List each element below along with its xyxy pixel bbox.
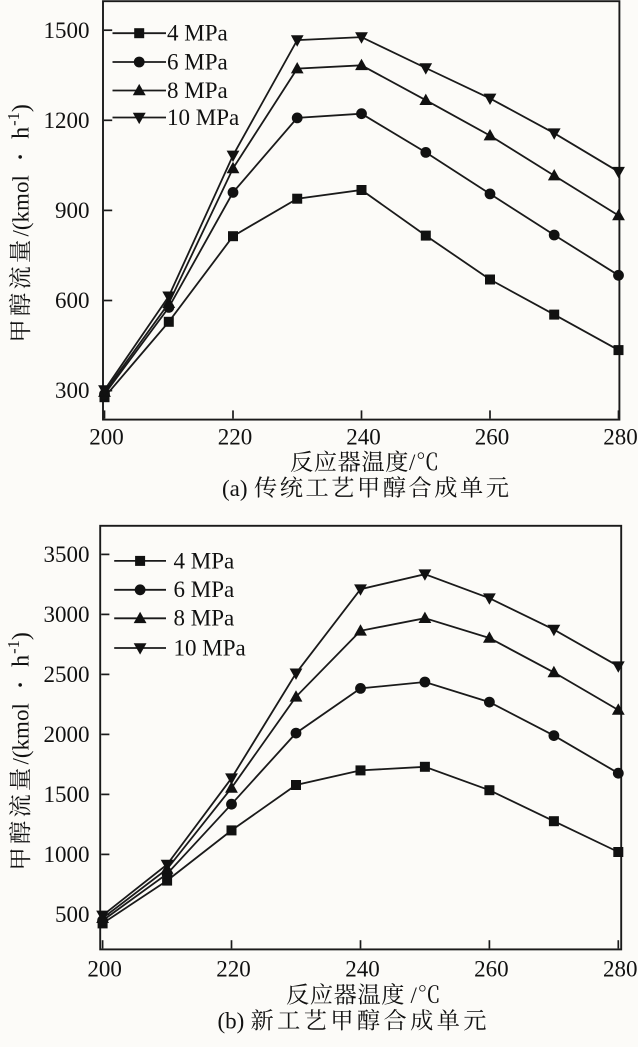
svg-text:1500: 1500	[44, 18, 90, 43]
svg-text:/: /	[411, 983, 418, 1008]
svg-text:6 MPa: 6 MPa	[167, 49, 228, 74]
svg-text:1200: 1200	[44, 108, 90, 133]
svg-text:280: 280	[603, 957, 638, 982]
svg-text:/: /	[409, 450, 416, 475]
svg-text:500: 500	[55, 902, 90, 927]
svg-text:8 MPa: 8 MPa	[174, 606, 235, 631]
svg-text:200: 200	[87, 957, 122, 982]
svg-text:1500: 1500	[44, 782, 90, 807]
svg-text:200: 200	[89, 425, 124, 450]
svg-text:8 MPa: 8 MPa	[167, 78, 228, 103]
svg-text:4 MPa: 4 MPa	[174, 548, 235, 573]
svg-text:2500: 2500	[44, 662, 90, 687]
svg-text:600: 600	[55, 288, 90, 313]
svg-text:3500: 3500	[44, 542, 90, 567]
svg-text:240: 240	[346, 425, 381, 450]
svg-text:300: 300	[55, 378, 90, 403]
svg-text:3000: 3000	[44, 602, 90, 627]
svg-text:2000: 2000	[44, 722, 90, 747]
svg-text:6 MPa: 6 MPa	[174, 577, 235, 602]
svg-text:240: 240	[345, 957, 380, 982]
svg-text:/(kmol·h-1): /(kmol·h-1)	[3, 104, 38, 236]
svg-text:10 MPa: 10 MPa	[174, 635, 246, 660]
svg-text:(b): (b)	[218, 1009, 245, 1034]
svg-text:1000: 1000	[44, 842, 90, 867]
svg-text:220: 220	[216, 957, 251, 982]
svg-text:10 MPa: 10 MPa	[167, 105, 239, 130]
svg-text:900: 900	[55, 198, 90, 223]
svg-text:260: 260	[474, 957, 509, 982]
svg-text:4 MPa: 4 MPa	[167, 21, 228, 46]
svg-text:/(kmol·h-1): /(kmol·h-1)	[3, 632, 38, 764]
svg-text:(a): (a)	[222, 476, 248, 501]
svg-text:280: 280	[603, 425, 638, 450]
svg-text:260: 260	[475, 425, 510, 450]
svg-text:220: 220	[218, 425, 253, 450]
